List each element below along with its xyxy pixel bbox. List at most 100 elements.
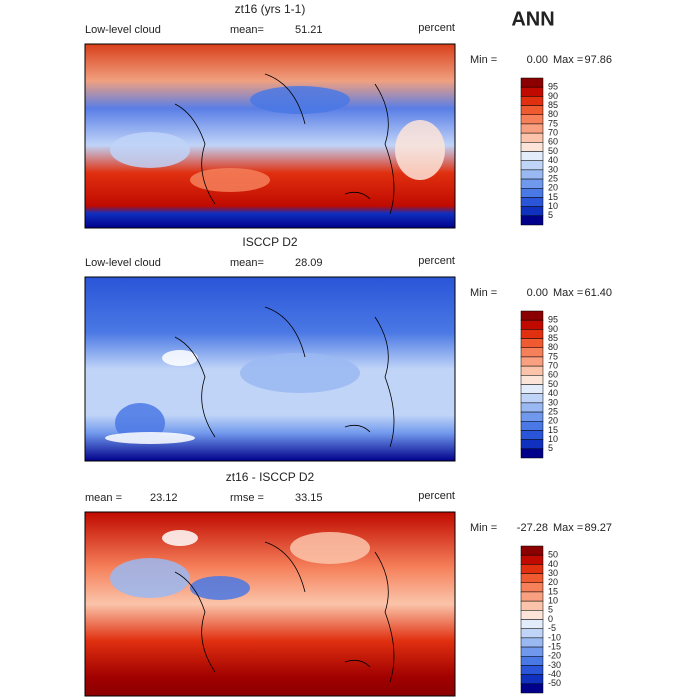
coastline [174,541,395,683]
colorbar-swatch [520,365,544,376]
colorbar-label: -5 [548,623,556,633]
colorbar-label: 40 [548,559,558,569]
colorbar-swatch [520,582,544,593]
stat-label: rmse = [230,492,264,504]
colorbar-swatch [520,319,544,330]
colorbar-label: 70 [548,361,558,371]
colorbar-label: 20 [548,577,558,587]
colorbar-label: 80 [548,342,558,352]
max-value: 61.40 [584,287,612,299]
colorbar-swatch [520,421,544,431]
colorbar-swatch [520,215,544,226]
colorbar-swatch [520,545,544,556]
colorbar-swatch [520,329,544,339]
colorbar-label: 60 [548,370,558,380]
colorbar-swatch [520,160,544,171]
units: percent [418,22,455,34]
colorbar-swatch [520,105,544,115]
colorbar-label: 30 [548,568,558,578]
stat-value: 23.12 [150,492,178,504]
colorbar-swatch [520,674,544,685]
colorbar-swatch [520,665,544,675]
colorbar-label: 10 [548,201,558,211]
colorbar-label: 80 [548,109,558,119]
colorbar-swatch [520,600,544,611]
map-feature [162,350,198,366]
colorbar-label: 75 [548,118,558,128]
colorbar-label: 50 [548,146,558,156]
panel-title: zt16 - ISCCP D2 [226,470,315,484]
stat-label: mean= [230,257,264,269]
colorbar-label: 0 [548,614,553,624]
colorbar-label: 20 [548,416,558,426]
min-value: 0.00 [527,287,548,299]
colorbar-label: 85 [548,333,558,343]
stat-value: 51.21 [295,24,323,36]
stat-value: 33.15 [295,492,323,504]
colorbar-swatch [520,151,544,161]
colorbar-swatch [520,206,544,217]
colorbar-label: 50 [548,379,558,389]
colorbar-label: 40 [548,388,558,398]
map-feature [290,532,370,564]
colorbar-swatch [520,393,544,404]
colorbar-swatch [520,114,544,125]
map-feature [190,576,250,600]
min-label: Min = [470,522,497,534]
colorbar-label: 5 [548,443,553,453]
colorbar-label: 15 [548,192,558,202]
coastline [174,73,395,215]
colorbar-swatch [520,554,544,565]
colorbar-label: 5 [548,210,553,220]
colorbar-label: -40 [548,669,561,679]
colorbar-label: 30 [548,397,558,407]
map-feature [250,86,350,114]
colorbar-swatch [520,448,544,459]
map-field [84,511,456,697]
map-feature [190,168,270,192]
colorbar-label: 60 [548,137,558,147]
stat-label: Low-level cloud [85,257,161,269]
colorbar-swatch [520,628,544,639]
colorbar-swatch [520,591,544,602]
colorbar-label: 5 [548,605,553,615]
map-feature [240,353,360,393]
colorbar-label: 10 [548,596,558,606]
colorbar-label: 10 [548,434,558,444]
colorbar-swatch [520,610,544,620]
stat-label: mean= [230,24,264,36]
colorbar-label: 90 [548,324,558,334]
colorbar-label: -50 [548,678,561,688]
colorbar-label: 50 [548,550,558,560]
colorbar-swatch [520,142,544,152]
colorbar-label: 70 [548,128,558,138]
colorbar-swatch [520,375,544,385]
colorbar-swatch [520,132,544,143]
colorbar-label: 20 [548,183,558,193]
colorbar-label: 75 [548,351,558,361]
min-label: Min = [470,287,497,299]
min-label: Min = [470,54,497,66]
colorbar-swatch [520,656,544,666]
max-label: Max = [553,287,583,299]
colorbar-label: 15 [548,425,558,435]
colorbar-swatch [520,384,544,394]
units: percent [418,255,455,267]
units: percent [418,490,455,502]
colorbar-label: 90 [548,91,558,101]
colorbar-swatch [520,619,544,629]
colorbar-swatch [520,573,544,583]
max-label: Max = [553,522,583,534]
map-feature [395,120,445,180]
colorbar-label: 95 [548,82,558,92]
panel-title: ISCCP D2 [242,235,297,249]
colorbar-swatch [520,188,544,198]
colorbar-swatch [520,564,544,574]
colorbar-label: 40 [548,155,558,165]
colorbar-label: -30 [548,660,561,670]
colorbar-swatch [520,96,544,106]
colorbar-swatch [520,338,544,348]
stat-label: Low-level cloud [85,24,161,36]
colorbar-label: -20 [548,651,561,661]
